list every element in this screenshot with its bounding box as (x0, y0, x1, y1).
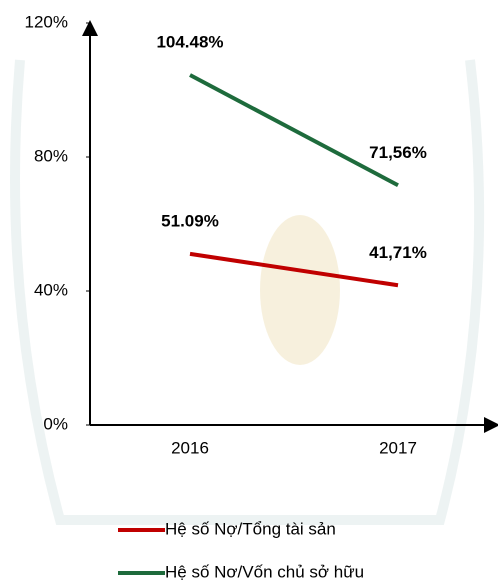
x-tick-label: 2016 (171, 438, 209, 457)
background-decoration (10, 59, 485, 525)
y-tick-label: 80% (34, 146, 68, 165)
legend-label: Hệ số Nợ/Tổng tài sản (165, 519, 336, 538)
data-label: 41,71% (369, 243, 427, 262)
data-label: 51.09% (161, 211, 219, 230)
data-label: 104.48% (156, 32, 223, 51)
legend-label: Hệ số Nơ/Vốn chủ sở hữu (165, 562, 364, 581)
y-tick-label: 40% (34, 280, 68, 299)
y-tick-label: 0% (43, 414, 68, 433)
line (189, 73, 399, 188)
line (189, 251, 399, 288)
data-label: 71,56% (369, 143, 427, 162)
x-tick-label: 2017 (379, 438, 417, 457)
y-tick-label: 120% (25, 12, 68, 31)
